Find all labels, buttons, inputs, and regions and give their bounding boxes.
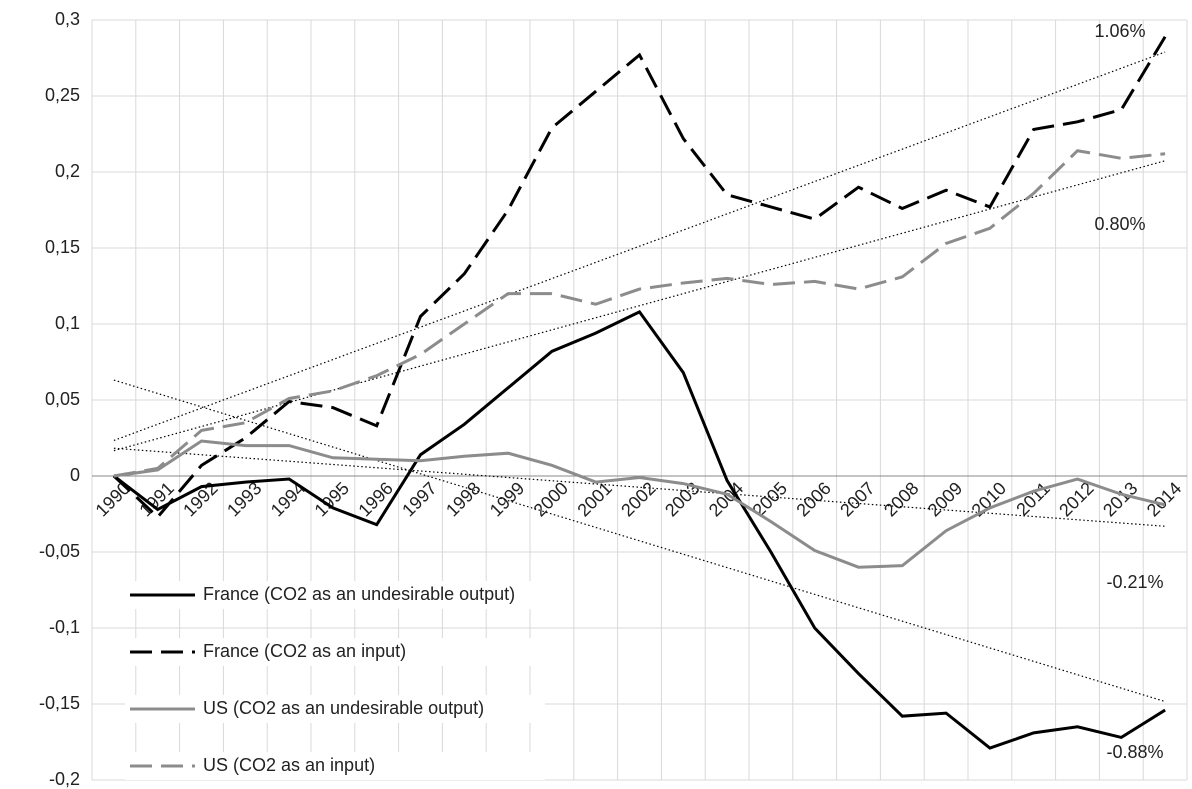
y-tick-label: 0,1 bbox=[55, 313, 80, 333]
legend-label: France (CO2 as an input) bbox=[203, 641, 406, 661]
y-tick-label: 0,15 bbox=[45, 237, 80, 257]
trend-annotation: 1.06% bbox=[1094, 21, 1145, 41]
series-line bbox=[112, 309, 1166, 750]
x-tick-label: 2011 bbox=[1012, 478, 1054, 520]
x-tick-label: 2007 bbox=[836, 478, 878, 520]
y-tick-label: 0,3 bbox=[55, 9, 80, 29]
series-line bbox=[113, 149, 1166, 478]
x-tick-label: 1999 bbox=[486, 478, 528, 520]
x-tick-label: 2005 bbox=[749, 478, 791, 520]
x-tick-label: 2006 bbox=[792, 478, 834, 520]
x-tick-label: 1997 bbox=[398, 478, 440, 520]
x-tick-label: 1998 bbox=[442, 478, 484, 520]
x-tick-label: 2008 bbox=[880, 478, 922, 520]
legend-label: US (CO2 as an undesirable output) bbox=[203, 698, 484, 718]
legend-label: France (CO2 as an undesirable output) bbox=[203, 584, 515, 604]
trend-annotation: -0.21% bbox=[1106, 572, 1163, 592]
x-tick-label: 2001 bbox=[573, 478, 615, 520]
series-line bbox=[113, 439, 1166, 569]
trendline bbox=[113, 379, 1166, 703]
y-tick-label: 0,25 bbox=[45, 85, 80, 105]
y-tick-label: 0 bbox=[70, 465, 80, 485]
x-tick-label: 2004 bbox=[705, 478, 747, 520]
x-tick-label: 2013 bbox=[1099, 478, 1141, 520]
x-tick-label: 1990 bbox=[92, 478, 134, 520]
trendline bbox=[113, 160, 1166, 452]
x-tick-label: 2009 bbox=[924, 478, 966, 520]
trendline bbox=[113, 51, 1166, 442]
y-tick-label: -0,15 bbox=[39, 693, 80, 713]
x-tick-label: 2002 bbox=[617, 478, 659, 520]
x-tick-label: 1994 bbox=[267, 478, 309, 520]
series-line bbox=[112, 35, 1167, 520]
trend-annotation: -0.88% bbox=[1106, 742, 1163, 762]
x-tick-label: 1996 bbox=[354, 478, 396, 520]
y-tick-label: -0,05 bbox=[39, 541, 80, 561]
x-tick-label: 2014 bbox=[1143, 478, 1185, 520]
y-tick-label: -0,2 bbox=[49, 769, 80, 789]
y-tick-label: 0,05 bbox=[45, 389, 80, 409]
legend-label: US (CO2 as an input) bbox=[203, 755, 375, 775]
y-tick-label: -0,1 bbox=[49, 617, 80, 637]
trend-annotation: 0.80% bbox=[1094, 214, 1145, 234]
y-tick-label: 0,2 bbox=[55, 161, 80, 181]
